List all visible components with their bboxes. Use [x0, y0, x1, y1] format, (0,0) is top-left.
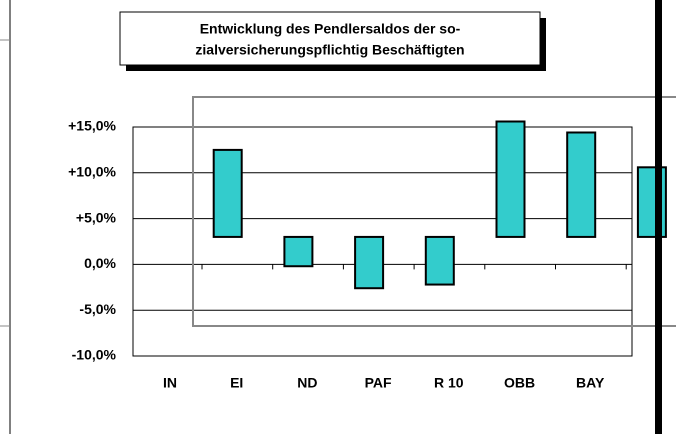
x-tick-label: ND — [297, 375, 317, 391]
x-tick-label: R 10 — [434, 375, 464, 391]
y-tick-label: +15,0% — [68, 118, 116, 134]
bar — [495, 120, 526, 238]
y-tick-label: 0,0% — [84, 255, 116, 271]
chart-title: Entwicklung des Pendlersaldos der so- — [200, 21, 461, 37]
bar — [212, 148, 243, 238]
x-tick-label: BAY — [576, 375, 605, 391]
y-tick-label: +5,0% — [76, 209, 117, 225]
x-tick-label: PAF — [365, 375, 392, 391]
bar — [566, 131, 597, 238]
x-tick-label: EI — [230, 375, 243, 391]
bar — [354, 235, 385, 290]
x-tick-label: IN — [163, 375, 177, 391]
right-border — [655, 0, 662, 434]
y-tick-label: +10,0% — [68, 164, 116, 180]
bar — [283, 235, 314, 268]
y-tick-label: -10,0% — [72, 347, 117, 363]
y-tick-label: -5,0% — [79, 301, 116, 317]
overlay-frame — [192, 96, 676, 327]
bar — [424, 235, 455, 286]
chart-title: zialversicherungspflichtig Beschäftigten — [195, 42, 464, 58]
title-box — [119, 11, 541, 66]
x-tick-label: OBB — [504, 375, 535, 391]
